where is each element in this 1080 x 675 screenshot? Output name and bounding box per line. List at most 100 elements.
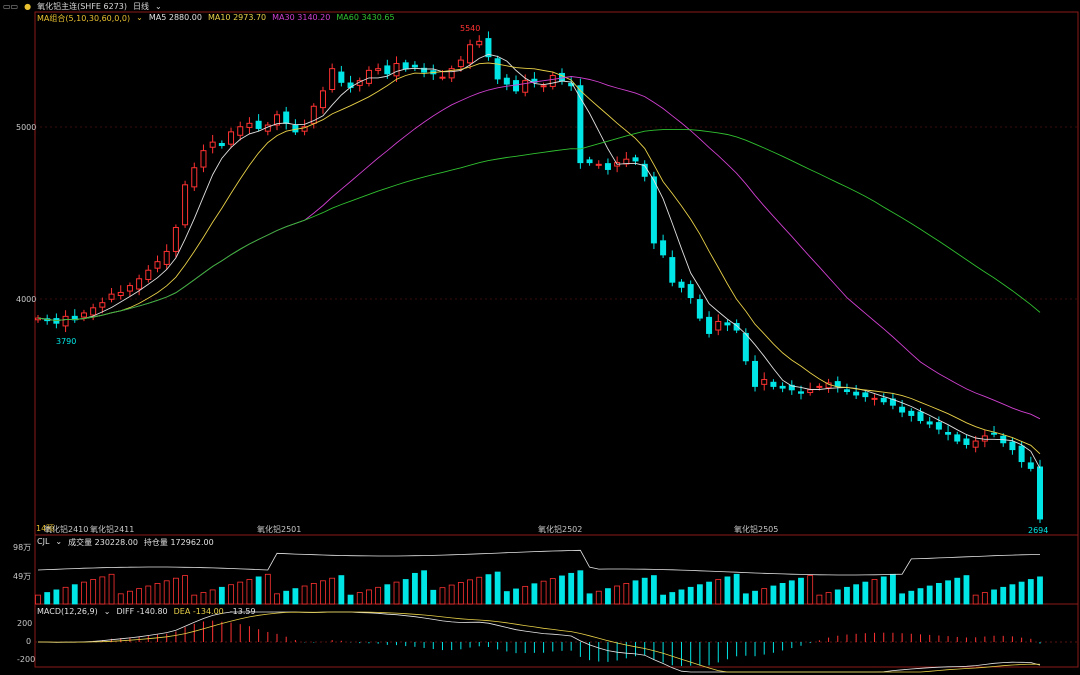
volume-bar [1000,586,1007,605]
chart-frame [34,11,1079,668]
contract-label: 氧化铝2502 [538,525,583,534]
volume-bar [632,580,639,605]
volume-bar [90,579,97,605]
volume-bar [329,577,336,605]
ma-group-label[interactable]: MA组合(5,10,30,60,0,0) [37,14,131,23]
candle-body [604,163,611,170]
volume-bar [761,588,768,605]
volume-bar [522,585,529,605]
macd-label[interactable]: MACD(12,26,9) [37,607,98,616]
volume-bar [191,594,198,605]
candle-body [172,227,179,252]
volume-bar [825,592,832,605]
candle-body [752,360,759,387]
volume-bar [228,584,234,605]
candle-body [319,90,326,109]
volume-bar [834,589,841,605]
chevron-down-icon[interactable]: ⌄ [103,607,111,616]
candle-body [935,422,942,430]
volume-bar [347,594,354,605]
volume-bar [283,590,290,605]
candle-body [439,76,446,79]
ma10-line [37,62,1041,455]
candle-body [182,184,189,226]
volume-bar [145,585,152,605]
candle-body [283,111,290,124]
candle-body [218,142,225,147]
macd-legend: MACD(12,26,9) ⌄ DIFF -140.80 DEA -134.00… [37,607,256,616]
period-selector[interactable]: 日线 [133,1,150,11]
candle-body [770,381,777,387]
volume-bar [44,592,51,605]
volume-bar [35,594,41,605]
volume-bar [71,584,78,605]
candle-body [880,397,887,403]
candle-body [1037,466,1043,520]
volume-bar [991,589,997,605]
candle-body [503,77,510,85]
volume-bar [540,580,547,605]
volume-bar [623,583,630,605]
candle-body [853,391,860,396]
candle-body [834,381,841,387]
ma60-label: MA60 3430.65 [336,13,395,22]
volume-bar [1027,579,1034,605]
volume-bar [890,573,896,605]
window-icon[interactable]: ▭▭ [3,1,19,11]
candle-body [467,44,474,64]
candle-body [476,40,483,46]
candle-body [761,379,768,385]
candle-body [558,72,565,82]
candle-body [228,131,235,145]
symbol-title[interactable]: 氧化铝主连(SHFE 6273) [37,1,128,11]
volume-bar [696,584,703,605]
volume-bar [320,580,326,605]
macd-y-tick: -200 [17,655,36,664]
chevron-down-icon[interactable]: ⌄ [136,13,143,22]
volume-bar [752,590,758,605]
volume-bar [614,585,621,605]
volume-bar [99,576,106,605]
candle-body [1027,462,1034,469]
candle-body [991,432,998,435]
candle-body [513,80,520,92]
volume-bar [154,583,161,605]
volume-bar [448,584,455,605]
volume-bar [375,586,382,605]
candle-body [494,58,501,80]
candle-body [136,278,143,290]
volume-bar [981,592,988,605]
candle-body [549,74,556,87]
volume-bar [605,588,611,605]
volume-bar [81,581,87,605]
contract-label: 氧化铝2501 [257,525,302,534]
candle-body [301,126,308,132]
candle-body [35,317,41,321]
volume-bar [963,575,970,605]
macd-dea-line [38,611,1041,673]
ma30-label: MA30 3140.20 [272,13,331,22]
candle-body [696,299,703,319]
volume-bar [411,572,418,605]
candle-body [733,323,740,331]
volume-bar [706,581,712,605]
volume-bar [568,572,575,605]
chevron-down-icon[interactable]: ⌄ [155,1,162,11]
volume-bar [117,593,124,605]
volume-bar [880,576,887,605]
candle-body [788,384,795,391]
volume-bar [255,576,262,605]
volume-bar [742,593,749,605]
volume-bar [485,574,492,605]
candle-body [393,63,400,77]
candle-body [963,438,970,445]
chevron-down-icon[interactable]: ⌄ [55,537,63,546]
macd-value: -13.59 [229,607,256,616]
cjl-label[interactable]: CJL [37,537,50,546]
contract-label: 氧化铝2411 [90,525,135,534]
candle-body [724,322,731,326]
candle-body [62,315,69,327]
left-tag: 14预 [36,524,55,533]
volume-bar [108,573,115,605]
